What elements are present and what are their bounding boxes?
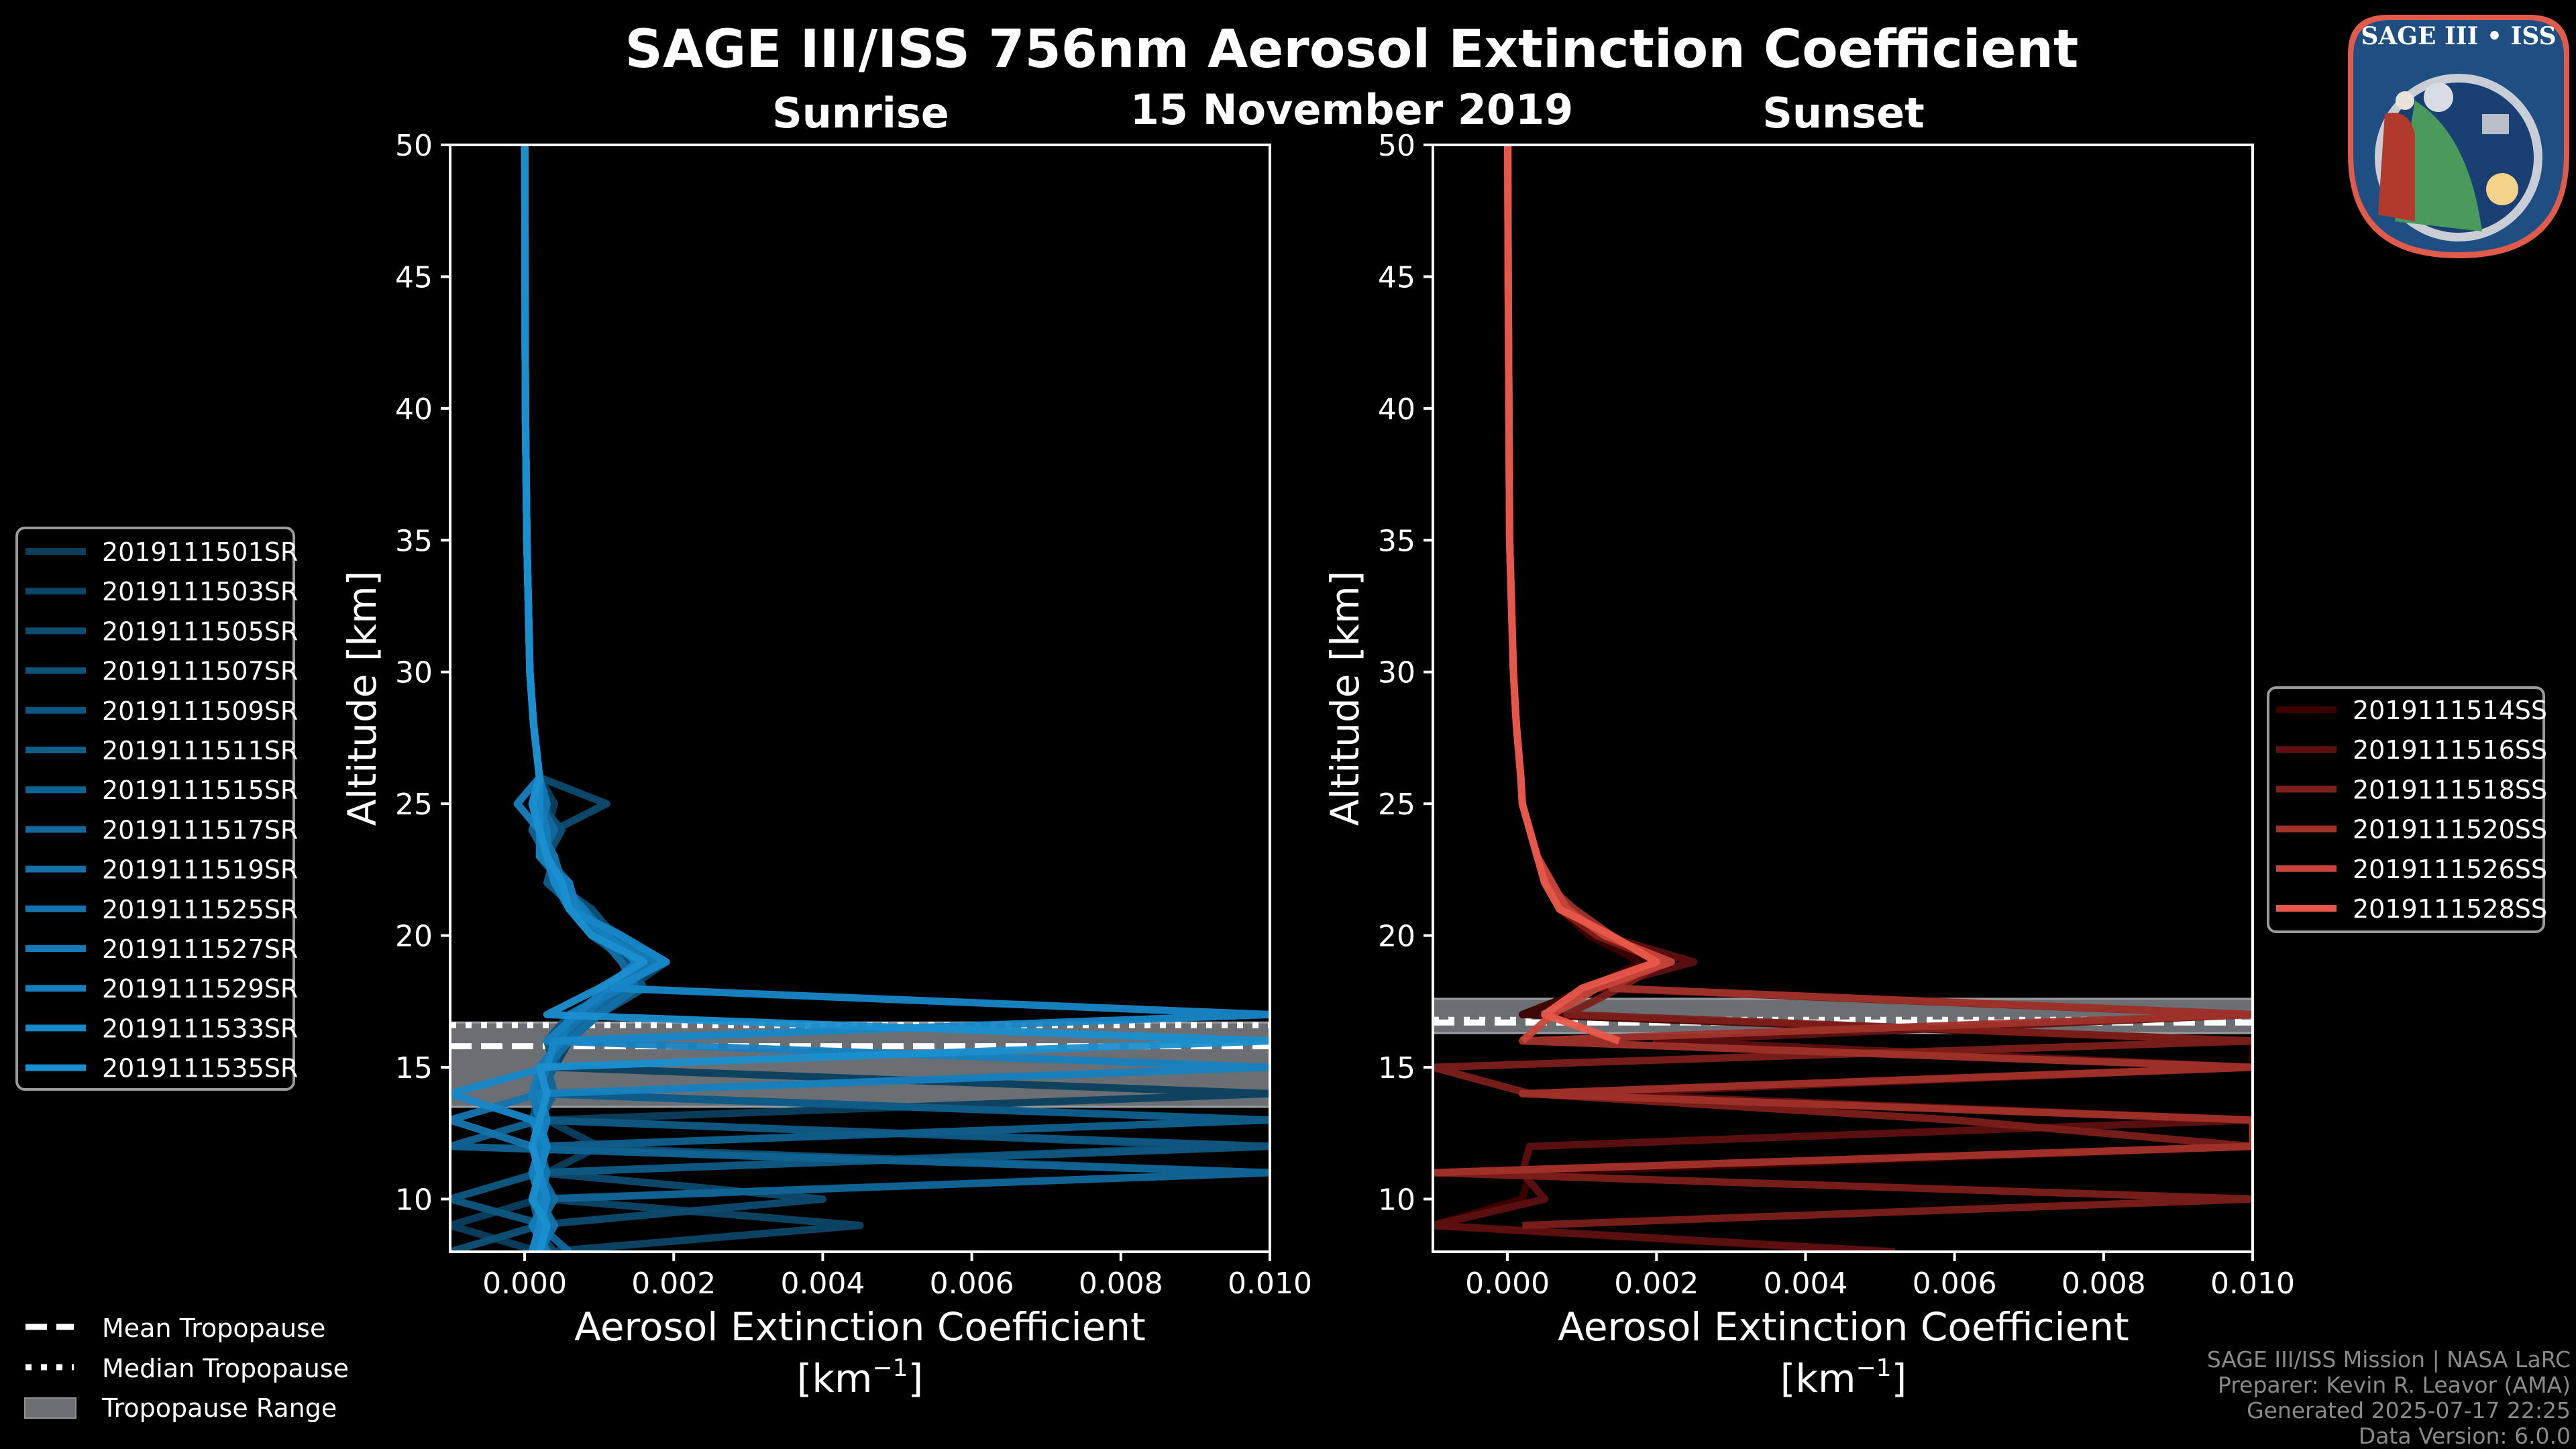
x-tick-label: 0.006 <box>1913 1267 1997 1301</box>
y-tick-label: 50 <box>395 129 433 163</box>
legend-label-2019111525SR: 2019111525SR <box>102 895 298 924</box>
y-tick-label: 40 <box>1378 392 1415 427</box>
credit-preparer: Preparer: Kevin R. Leavor (AMA) <box>2218 1372 2571 1398</box>
y-tick-label: 30 <box>395 656 433 690</box>
legend-label-2019111533SR: 2019111533SR <box>102 1014 298 1043</box>
x-tick-label: 0.000 <box>482 1267 567 1301</box>
legend-frame <box>2267 686 2545 933</box>
y-tick-label: 20 <box>1378 920 1415 954</box>
x-axis-unit-sunrise: [km−1] <box>797 1354 923 1401</box>
axes-frame <box>1432 144 2254 1253</box>
legend-label-2019111526SS: 2019111526SS <box>2353 855 2547 884</box>
y-tick-label: 35 <box>395 524 433 558</box>
logo-title: SAGE III • ISS <box>2361 22 2556 50</box>
x-tick-label: 0.002 <box>631 1267 716 1301</box>
y-tick-label: 20 <box>395 920 433 954</box>
y-tick-label: 40 <box>395 392 433 427</box>
y-axis-label-sunset: Altitude [km] <box>1322 571 1368 826</box>
unit-close: ] <box>1892 1356 1907 1401</box>
sunset-legend: 2019111514SS 2019111516SS 2019111518SS 2019… <box>2267 686 2547 933</box>
legend-label-2019111511SR: 2019111511SR <box>102 736 298 765</box>
credit-mission: SAGE III/ISS Mission | NASA LaRC <box>2207 1346 2571 1373</box>
y-tick-label: 35 <box>1378 524 1415 558</box>
unit-close: ] <box>908 1356 924 1401</box>
unit-exponent: −1 <box>873 1354 908 1382</box>
x-tick-label: 0.008 <box>2061 1267 2146 1301</box>
series-line-2019111535SR <box>521 145 1270 1252</box>
legend-label-2019111528SS: 2019111528SS <box>2353 894 2547 924</box>
x-tick-label: 0.010 <box>1228 1267 1312 1301</box>
y-tick-label: 25 <box>1378 788 1415 822</box>
x-tick-label: 0.004 <box>1763 1267 1847 1301</box>
credit-generated: Generated 2025-07-17 22:25 <box>2247 1397 2571 1424</box>
x-tick-label: 0.004 <box>780 1267 865 1301</box>
unit-base: [km <box>1780 1356 1856 1401</box>
legend-label-2019111527SR: 2019111527SR <box>102 934 298 964</box>
legend-label-2019111529SR: 2019111529SR <box>102 974 298 1004</box>
panel-title-sunset: Sunset <box>1762 89 1925 138</box>
legend-label-2019111520SS: 2019111520SS <box>2353 815 2547 845</box>
x-axis-unit-sunset: [km−1] <box>1780 1354 1907 1401</box>
plot-area <box>1433 145 2253 1252</box>
y-tick-label: 15 <box>395 1051 433 1085</box>
legend-label-2019111509SR: 2019111509SR <box>102 696 298 726</box>
x-tick-label: 0.010 <box>2210 1267 2295 1301</box>
tropopause-legend: Mean Tropopause Median Tropopause Tropop… <box>24 1313 349 1423</box>
axes-frame <box>449 144 1271 1253</box>
tropopause-range-swatch <box>24 1397 76 1419</box>
legend-label-2019111519SR: 2019111519SR <box>102 855 298 885</box>
chart-title: SAGE III/ISS 756nm Aerosol Extinction Co… <box>625 19 2079 80</box>
x-tick-label: 0.008 <box>1079 1267 1163 1301</box>
x-axis-label-sunrise: Aerosol Extinction Coefficient <box>574 1304 1146 1350</box>
sunrise-legend: 2019111501SR 2019111503SR 2019111505SR 2019… <box>15 527 298 1091</box>
series-line-2019111526SS <box>1504 145 1675 1044</box>
y-tick-label: 10 <box>1378 1183 1415 1217</box>
tropopause-range-label: Tropopause Range <box>101 1393 337 1423</box>
sunrise-plot: 0.000 0.002 0.004 0.006 0.008 0.010 10 15 20 25 30… <box>395 129 1312 1301</box>
plot-area <box>450 145 1270 1252</box>
y-tick-label: 15 <box>1378 1051 1415 1085</box>
legend-label-2019111514SS: 2019111514SS <box>2353 696 2547 725</box>
panel-title-sunrise: Sunrise <box>772 89 949 138</box>
y-tick-label: 50 <box>1378 129 1415 163</box>
x-tick-label: 0.000 <box>1465 1267 1550 1301</box>
y-tick-label: 45 <box>395 260 433 294</box>
legend-frame <box>15 527 295 1091</box>
median-tropopause-label: Median Tropopause <box>102 1354 349 1383</box>
legend-label-2019111501SR: 2019111501SR <box>102 537 298 567</box>
unit-base: [km <box>797 1356 873 1401</box>
series-line-2019111528SS <box>1504 145 1660 1044</box>
credits: SAGE III/ISS Mission | NASA LaRC Prepare… <box>2207 1346 2571 1449</box>
y-tick-label: 25 <box>395 788 433 822</box>
legend-label-2019111515SR: 2019111515SR <box>102 775 298 805</box>
y-axis-label-sunrise: Altitude [km] <box>339 571 385 826</box>
legend-label-2019111535SR: 2019111535SR <box>102 1054 298 1083</box>
legend-label-2019111505SR: 2019111505SR <box>102 616 298 646</box>
credit-data-version: Data Version: 6.0.0 <box>2359 1423 2571 1449</box>
sage-iii-iss-mission-logo: SAGE III • ISS <box>2348 15 2569 258</box>
x-tick-label: 0.006 <box>930 1267 1014 1301</box>
y-tick-label: 10 <box>395 1183 433 1217</box>
x-axis-label-sunset: Aerosol Extinction Coefficient <box>1558 1304 2129 1350</box>
mean-tropopause-label: Mean Tropopause <box>102 1313 325 1343</box>
y-tick-label: 30 <box>1378 656 1415 690</box>
legend-label-2019111516SS: 2019111516SS <box>2353 735 2547 765</box>
chart-date: 15 November 2019 <box>1130 85 1574 134</box>
legend-label-2019111503SR: 2019111503SR <box>102 577 298 606</box>
x-tick-label: 0.002 <box>1614 1267 1699 1301</box>
legend-label-2019111507SR: 2019111507SR <box>102 657 298 686</box>
legend-label-2019111518SS: 2019111518SS <box>2353 775 2547 804</box>
unit-exponent: −1 <box>1856 1354 1892 1382</box>
legend-label-2019111517SR: 2019111517SR <box>102 815 298 845</box>
y-tick-label: 45 <box>1378 260 1415 294</box>
sunset-plot: 0.000 0.002 0.004 0.006 0.008 0.010 10 15 20 25 30… <box>1378 129 2295 1301</box>
